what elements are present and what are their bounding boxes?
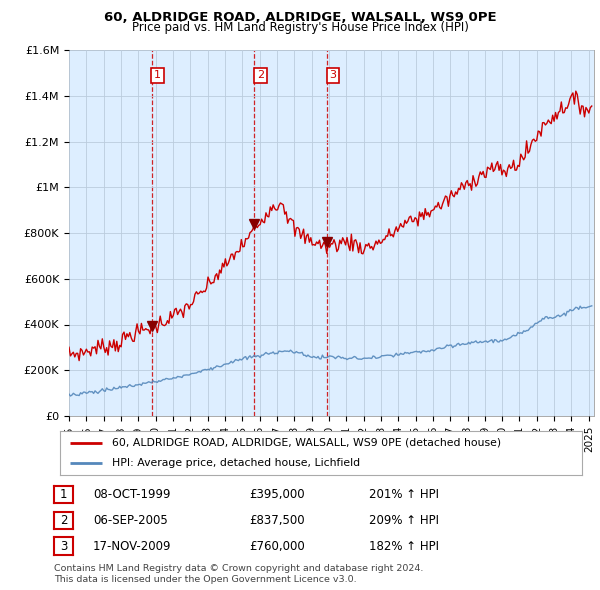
- Text: 182% ↑ HPI: 182% ↑ HPI: [369, 540, 439, 553]
- Text: £395,000: £395,000: [249, 488, 305, 501]
- Text: 08-OCT-1999: 08-OCT-1999: [93, 488, 170, 501]
- Text: Price paid vs. HM Land Registry's House Price Index (HPI): Price paid vs. HM Land Registry's House …: [131, 21, 469, 34]
- Text: 06-SEP-2005: 06-SEP-2005: [93, 514, 168, 527]
- Text: 2: 2: [60, 514, 67, 527]
- Text: 3: 3: [329, 70, 337, 80]
- Text: 209% ↑ HPI: 209% ↑ HPI: [369, 514, 439, 527]
- Text: 201% ↑ HPI: 201% ↑ HPI: [369, 488, 439, 501]
- Text: £760,000: £760,000: [249, 540, 305, 553]
- Text: Contains HM Land Registry data © Crown copyright and database right 2024.: Contains HM Land Registry data © Crown c…: [54, 565, 424, 573]
- Text: 60, ALDRIDGE ROAD, ALDRIDGE, WALSALL, WS9 0PE (detached house): 60, ALDRIDGE ROAD, ALDRIDGE, WALSALL, WS…: [112, 438, 502, 448]
- Text: 2: 2: [257, 70, 264, 80]
- Text: 60, ALDRIDGE ROAD, ALDRIDGE, WALSALL, WS9 0PE: 60, ALDRIDGE ROAD, ALDRIDGE, WALSALL, WS…: [104, 11, 496, 24]
- Text: This data is licensed under the Open Government Licence v3.0.: This data is licensed under the Open Gov…: [54, 575, 356, 584]
- Text: 1: 1: [154, 70, 161, 80]
- Text: £837,500: £837,500: [249, 514, 305, 527]
- Text: 1: 1: [60, 488, 67, 501]
- Text: HPI: Average price, detached house, Lichfield: HPI: Average price, detached house, Lich…: [112, 458, 361, 468]
- Text: 17-NOV-2009: 17-NOV-2009: [93, 540, 172, 553]
- Text: 3: 3: [60, 540, 67, 553]
